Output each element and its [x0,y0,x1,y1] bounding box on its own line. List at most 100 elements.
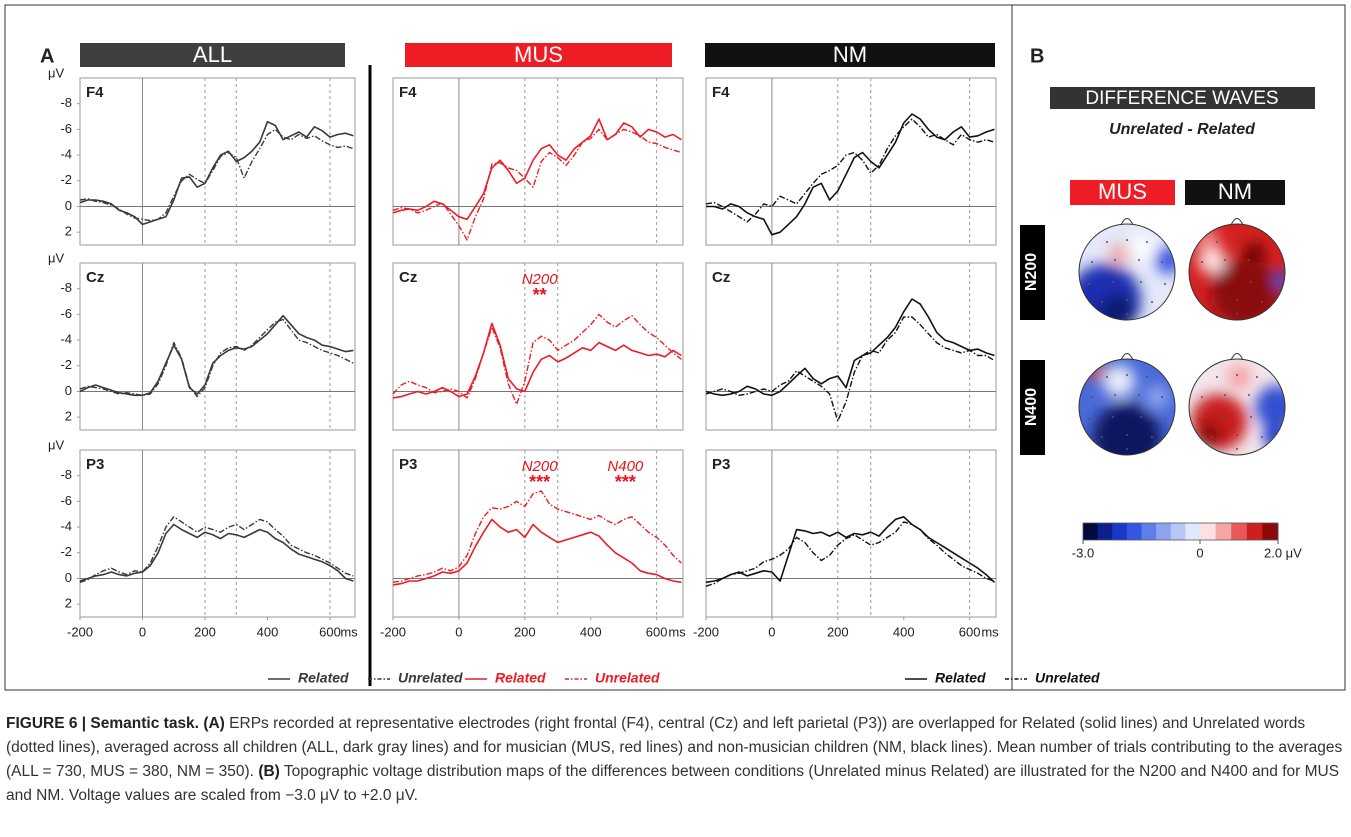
electrode [1201,261,1203,263]
colorbar-step [1083,523,1099,540]
legend-label: Unrelated [595,670,660,686]
colorbar-step [1112,523,1128,540]
x-tick-label: 600 [959,624,981,639]
caption: FIGURE 6 | Semantic task. (A) ERPs recor… [6,712,1344,808]
electrode [1126,448,1128,450]
topomap-blob [1145,385,1169,409]
colorbar-step [1231,523,1248,540]
title-bar [1050,87,1315,109]
y-tick-label: -8 [60,95,72,110]
head-outline [1188,223,1286,321]
erp-line [79,516,354,583]
colorbar-step [1097,523,1113,540]
electrode [1248,394,1250,396]
electrode [1236,434,1238,436]
nose [1120,353,1134,361]
caption-part-label: (A) [203,715,225,732]
plot-frame [392,449,684,618]
y-tick-label: 2 [65,409,72,424]
electrode [1138,394,1140,396]
caption-label: FIGURE 6 | Semantic task. [6,715,199,732]
electrode [1164,283,1166,285]
electrode [1261,301,1263,303]
electrode [1250,416,1252,418]
electrode [1161,396,1163,398]
erp-line [705,516,995,584]
x-tick-label: 200 [514,624,536,639]
erp-line [392,518,682,586]
head-outline [1188,358,1286,456]
x-tick-label: -200 [380,624,406,639]
colorbar-step [1215,523,1232,540]
colorbar-step [1246,523,1263,540]
erp-line [79,128,354,222]
legend-label: Unrelated [398,670,463,686]
electrode [1211,436,1213,438]
panel-label: B [1030,45,1044,67]
electrode [1138,259,1140,261]
x-tick-label: 0 [768,624,775,639]
topomap-blob [1196,422,1222,448]
y-tick-label: 0 [65,570,72,585]
electrode [1216,241,1218,243]
caption-text: ERPs recorded at representative electrod… [6,715,1343,780]
nose [1230,353,1244,361]
channel-label: F4 [86,84,104,101]
electrode [1114,259,1116,261]
electrode [1088,418,1090,420]
panel-label: A [40,45,54,67]
colorbar-step [1185,523,1201,540]
nose [1120,218,1134,226]
x-unit: ms [668,624,686,639]
plot-frame [79,262,356,431]
y-tick-label: 2 [65,224,72,239]
topomap-blob [1109,244,1129,264]
electrode [1140,416,1142,418]
plot-frame [705,77,997,246]
topomap-blob [1099,294,1135,320]
electrode [1236,374,1238,376]
electrode [1164,418,1166,420]
topomap [1189,359,1285,455]
electrode [1114,394,1116,396]
erp-line [705,316,995,422]
electrode [1091,261,1093,263]
legend-label: Unrelated [1035,670,1100,686]
topomap-blob [1093,403,1161,455]
erp-line [705,521,995,587]
annotation-label: N400 [607,458,644,475]
head-outline [1078,223,1176,321]
panel-b-subtitle: Unrelated - Related [1109,121,1256,138]
erp-line [705,298,995,397]
y-tick-label: -2 [60,172,72,187]
electrode [1222,281,1224,283]
x-tick-label: 400 [580,624,602,639]
topomap [1079,224,1175,320]
annotation-label: N200 [522,271,559,288]
component-tag [1020,360,1045,455]
colorbar-label: 2.0 μV [1264,545,1302,560]
erp-line [705,118,995,223]
y-tick-label: -4 [60,519,72,534]
x-tick-label: 600 [646,624,668,639]
electrode [1256,241,1258,243]
erp-line [79,523,354,582]
electrode [1198,418,1200,420]
electrode [1126,299,1128,301]
x-tick-label: -200 [67,624,93,639]
channel-label: Cz [86,269,104,286]
electrode [1216,376,1218,378]
electrode [1151,436,1153,438]
electrode [1211,301,1213,303]
colorbar-step [1262,523,1279,540]
y-tick-label: 0 [65,383,72,398]
group-header [705,43,995,67]
electrode [1151,301,1153,303]
electrode [1222,416,1224,418]
x-tick-label: 0 [455,624,462,639]
topomap-blob [1227,365,1251,389]
channel-label: P3 [712,456,730,473]
y-tick-label: -6 [60,306,72,321]
electrode [1126,239,1128,241]
y-tick-label: -8 [60,467,72,482]
